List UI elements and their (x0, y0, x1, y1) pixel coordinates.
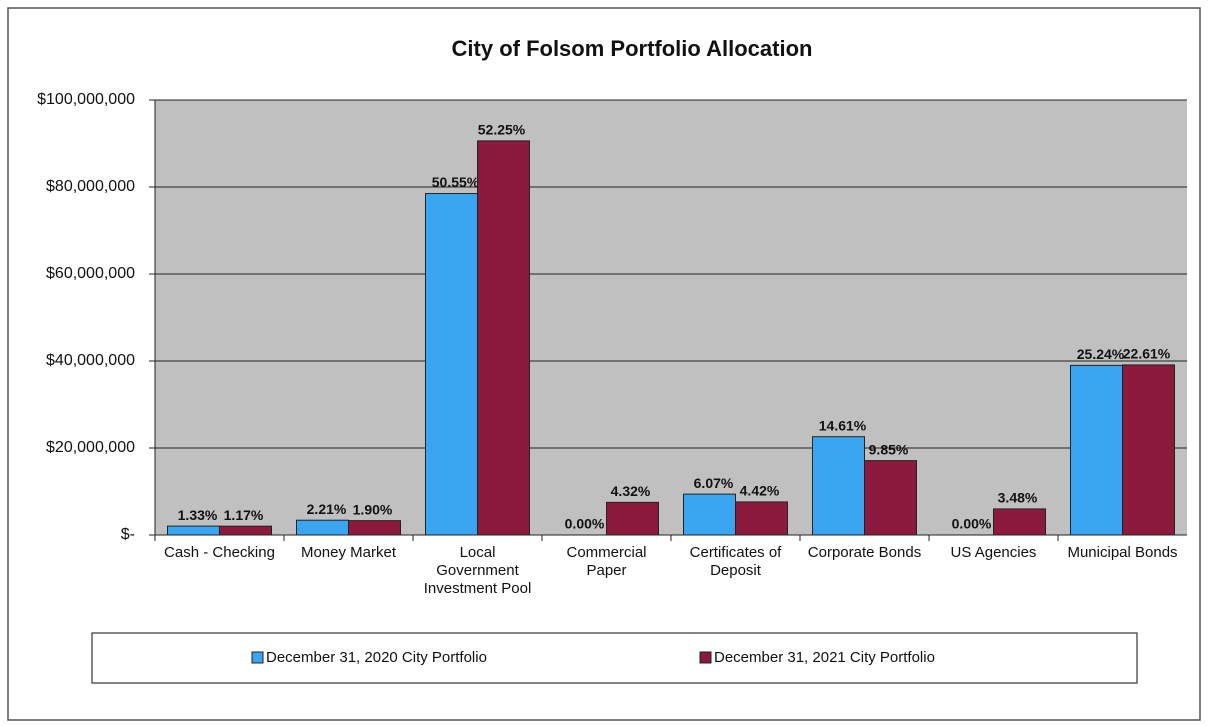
y-tick-label: $60,000,000 (46, 265, 135, 282)
bar-label: 4.42% (740, 483, 780, 499)
legend-swatch (699, 651, 712, 664)
bar-label: 0.00% (565, 516, 605, 532)
bar-label: 2.21% (307, 501, 347, 517)
bar (219, 525, 272, 536)
y-tick-label: $100,000,000 (37, 91, 135, 108)
bar-label: 22.61% (1123, 346, 1171, 362)
bar-label: 50.55% (432, 174, 480, 190)
bar (1070, 364, 1123, 536)
x-tick-label: Corporate Bonds (807, 544, 922, 561)
y-tick-label: $40,000,000 (46, 352, 135, 369)
bar-label: 6.07% (694, 475, 734, 491)
x-tick-label: Local Government Investment Pool (423, 544, 532, 597)
bar-label: 25.24% (1077, 346, 1125, 362)
bar (348, 520, 401, 536)
x-tick-label: Municipal Bonds (1067, 544, 1178, 561)
bar-label: 14.61% (819, 417, 867, 433)
plot-area (155, 100, 1187, 535)
bar-label: 3.48% (998, 490, 1038, 506)
bar-label: 0.00% (952, 516, 992, 532)
chart-title: City of Folsom Portfolio Allocation (452, 36, 813, 61)
bar-label: 52.25% (478, 122, 526, 138)
bar-label: 1.17% (224, 507, 264, 523)
bar (864, 460, 917, 536)
bar (167, 525, 220, 536)
legend-box (91, 632, 1138, 684)
bar (425, 193, 478, 536)
bar (735, 501, 788, 536)
y-tick-label: $20,000,000 (46, 439, 135, 456)
bar (1122, 364, 1175, 536)
bar (606, 501, 659, 536)
x-tick-label: Cash - Checking (164, 544, 275, 561)
y-tick-label: $80,000,000 (46, 178, 135, 195)
x-tick-label: Commercial Paper (566, 544, 647, 579)
x-tick-label: US Agencies (950, 544, 1037, 561)
bar-label: 1.33% (178, 507, 218, 523)
y-tick-label: $- (121, 526, 135, 543)
bar (812, 436, 865, 536)
bar (683, 493, 736, 536)
x-tick-label: Certificates of Deposit (689, 544, 782, 579)
bar (993, 508, 1046, 536)
bar-label: 9.85% (869, 441, 909, 457)
x-tick-label: Money Market (300, 544, 397, 561)
legend-swatch (251, 651, 264, 664)
bar-label: 1.90% (353, 501, 393, 517)
legend-label: December 31, 2021 City Portfolio (714, 649, 935, 666)
bar-label: 4.32% (611, 483, 651, 499)
bar (477, 140, 530, 536)
bar (296, 519, 349, 536)
legend-label: December 31, 2020 City Portfolio (266, 649, 487, 666)
